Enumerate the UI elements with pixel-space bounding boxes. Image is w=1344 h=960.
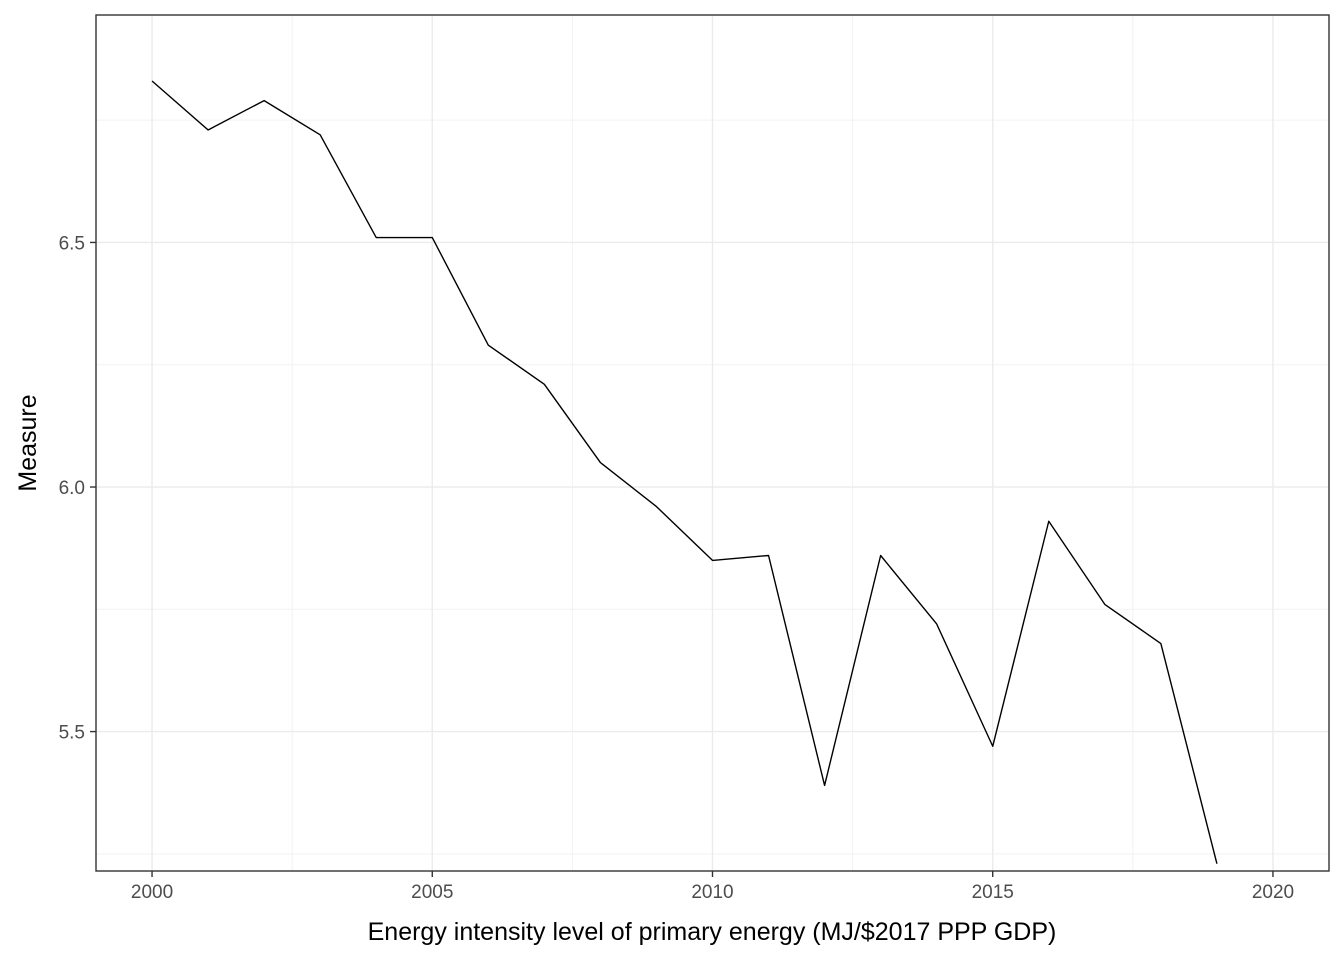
x-tick-label: 2000 bbox=[131, 882, 173, 903]
series-line bbox=[151, 80, 1218, 864]
y-tick-label: 6.5 bbox=[59, 233, 85, 254]
y-tick-label: 6.0 bbox=[59, 478, 85, 499]
y-axis-ticks: 5.5 6.0 6.5 bbox=[59, 233, 96, 744]
y-axis-title: Measure bbox=[14, 394, 42, 491]
x-tick-label: 2020 bbox=[1252, 882, 1294, 903]
x-axis-ticks: 2000 2005 2010 2015 2020 bbox=[131, 871, 1294, 903]
series-layer bbox=[151, 80, 1218, 864]
x-tick-label: 2005 bbox=[411, 882, 453, 903]
major-gridlines bbox=[96, 15, 1329, 871]
x-axis-title: Energy intensity level of primary energy… bbox=[368, 918, 1057, 946]
x-tick-label: 2010 bbox=[691, 882, 733, 903]
x-tick-label: 2015 bbox=[972, 882, 1014, 903]
y-tick-label: 5.5 bbox=[59, 723, 85, 744]
